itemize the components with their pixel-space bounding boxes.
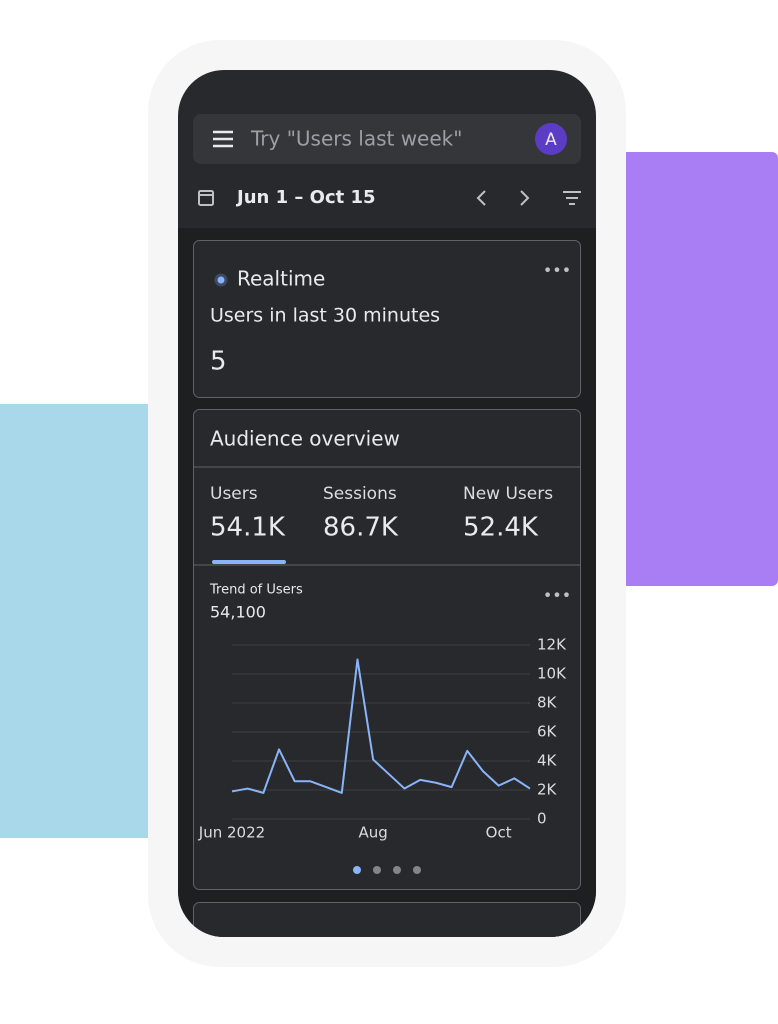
metric-label[interactable]: Sessions <box>323 484 397 504</box>
search-bar[interactable] <box>193 114 581 164</box>
date-range[interactable]: Jun 1 – Oct 15 <box>235 187 376 208</box>
y-tick-label: 8K <box>537 694 558 712</box>
y-tick-label: 0 <box>537 810 547 828</box>
menu-icon[interactable] <box>213 130 233 148</box>
page-dot[interactable] <box>413 866 421 874</box>
metric-value: 86.7K <box>323 513 399 543</box>
metric-value: 54.1K <box>210 513 286 543</box>
y-tick-label: 4K <box>537 752 558 770</box>
page-dot[interactable] <box>353 866 361 874</box>
realtime-value: 5 <box>210 347 227 377</box>
page-dot[interactable] <box>393 866 401 874</box>
metric-label[interactable]: Users <box>210 484 258 504</box>
x-tick-label: Jun 2022 <box>198 824 265 842</box>
audience-card <box>193 409 581 890</box>
more-menu[interactable]: ••• <box>543 586 571 605</box>
calendar-icon <box>198 190 214 206</box>
trend-total: 54,100 <box>210 603 266 622</box>
tab-indicator <box>212 560 286 564</box>
next-card <box>193 902 581 937</box>
next-arrow[interactable] <box>520 190 530 206</box>
audience-title: Audience overview <box>210 427 400 451</box>
pagination <box>353 866 421 874</box>
realtime-dot <box>214 273 228 287</box>
phone: Try "Users last week" A Jun 1 – Oct 15 R… <box>178 70 596 937</box>
page-dot[interactable] <box>373 866 381 874</box>
filter-icon[interactable] <box>563 191 581 205</box>
y-tick-label: 6K <box>537 723 558 741</box>
realtime-card[interactable] <box>193 240 581 398</box>
metric-value: 52.4K <box>463 513 539 543</box>
realtime-title: Realtime <box>237 267 325 291</box>
trend-chart: 0 2K 4K 6K 8K 10K 12K Jun 2022 Aug Oct <box>198 636 567 842</box>
trend-line <box>231 658 531 794</box>
x-tick-label: Aug <box>359 824 388 842</box>
avatar-letter: A <box>545 130 557 150</box>
y-tick-label: 10K <box>537 665 567 683</box>
more-menu[interactable]: ••• <box>543 261 571 280</box>
realtime-subtitle: Users in last 30 minutes <box>210 305 440 327</box>
search-placeholder: Try "Users last week" <box>250 127 462 151</box>
x-tick-label: Oct <box>486 824 512 842</box>
y-tick-label: 2K <box>537 781 558 799</box>
avatar[interactable] <box>535 123 567 155</box>
trend-title: Trend of Users <box>209 583 303 598</box>
prev-arrow[interactable] <box>476 190 486 206</box>
metric-label[interactable]: New Users <box>463 484 553 504</box>
y-tick-label: 12K <box>537 636 567 654</box>
